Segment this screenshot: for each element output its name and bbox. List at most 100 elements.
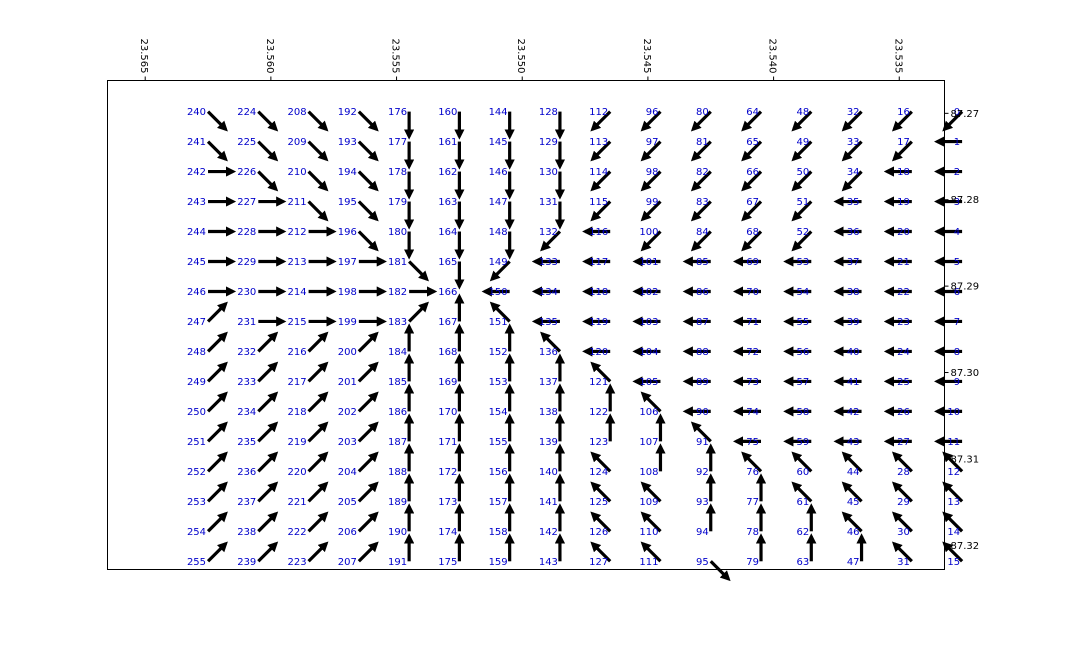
point-label: 195	[338, 197, 357, 208]
point-label: 132	[539, 227, 558, 238]
point-label: 214	[287, 287, 306, 298]
quiver-arrow	[590, 361, 612, 383]
point-label: 212	[287, 227, 306, 238]
point-label: 13	[947, 497, 960, 508]
quiver-arrow	[307, 361, 329, 383]
quiver-arrow	[791, 451, 813, 473]
point-label: 122	[589, 407, 608, 418]
point-label: 109	[639, 497, 658, 508]
quiver-arrow	[257, 481, 279, 503]
point-label: 111	[639, 557, 658, 568]
quiver-arrow	[357, 541, 379, 563]
quiver-arrow	[590, 200, 612, 222]
y-tick-label: 87.29	[951, 282, 980, 293]
point-label: 119	[589, 317, 608, 328]
quiver-arrow	[357, 481, 379, 503]
point-label: 175	[438, 557, 457, 568]
point-label: 64	[746, 107, 759, 118]
quiver-arrow	[841, 481, 863, 503]
point-label: 17	[897, 137, 910, 148]
quiver-arrow	[640, 110, 662, 132]
point-label: 162	[438, 167, 457, 178]
point-label: 33	[847, 137, 860, 148]
point-label: 145	[489, 137, 508, 148]
quiver-marks: 0123456789101112131415161718192021222324…	[187, 107, 964, 582]
quiver-arrow	[590, 110, 612, 132]
quiver-arrow	[741, 200, 763, 222]
quiver-arrow	[690, 200, 712, 222]
point-label: 10	[947, 407, 960, 418]
quiver-arrow	[257, 110, 279, 132]
point-label: 178	[388, 167, 407, 178]
point-label: 166	[438, 287, 457, 298]
quiver-arrow	[357, 230, 379, 252]
point-label: 16	[897, 107, 910, 118]
point-label: 253	[187, 497, 206, 508]
point-label: 6	[954, 287, 960, 298]
point-label: 12	[947, 467, 960, 478]
point-label: 41	[847, 377, 860, 388]
quiver-arrow	[690, 140, 712, 162]
point-label: 135	[539, 317, 558, 328]
point-label: 15	[947, 557, 960, 568]
quiver-arrow	[307, 331, 329, 353]
quiver-arrow	[257, 421, 279, 443]
point-label: 211	[287, 197, 306, 208]
point-label: 11	[947, 437, 960, 448]
point-label: 99	[646, 197, 659, 208]
point-label: 133	[539, 257, 558, 268]
point-label: 245	[187, 257, 206, 268]
point-label: 74	[746, 407, 759, 418]
point-label: 3	[954, 197, 960, 208]
point-label: 24	[897, 347, 910, 358]
point-label: 242	[187, 167, 206, 178]
point-label: 160	[438, 107, 457, 118]
point-label: 14	[947, 527, 960, 538]
point-label: 189	[388, 497, 407, 508]
point-label: 185	[388, 377, 407, 388]
quiver-arrow	[590, 140, 612, 162]
point-label: 30	[897, 527, 910, 538]
point-label: 240	[187, 107, 206, 118]
quiver-arrow	[206, 391, 228, 413]
point-label: 210	[287, 167, 306, 178]
point-label: 236	[237, 467, 256, 478]
point-label: 61	[797, 497, 810, 508]
point-label: 35	[847, 197, 860, 208]
point-label: 250	[187, 407, 206, 418]
quiver-arrow	[942, 541, 964, 563]
point-label: 207	[338, 557, 357, 568]
point-label: 45	[847, 497, 860, 508]
point-label: 176	[388, 107, 407, 118]
point-label: 190	[388, 527, 407, 538]
quiver-arrow	[206, 361, 228, 383]
point-label: 53	[797, 257, 810, 268]
point-label: 183	[388, 317, 407, 328]
point-label: 32	[847, 107, 860, 118]
point-label: 48	[797, 107, 810, 118]
point-label: 56	[797, 347, 810, 358]
point-label: 36	[847, 227, 860, 238]
point-label: 47	[847, 557, 860, 568]
point-label: 107	[639, 437, 658, 448]
point-label: 21	[897, 257, 910, 268]
point-label: 118	[589, 287, 608, 298]
point-label: 248	[187, 347, 206, 358]
point-label: 104	[639, 347, 658, 358]
point-label: 9	[954, 377, 960, 388]
point-label: 172	[438, 467, 457, 478]
point-label: 67	[746, 197, 759, 208]
point-label: 115	[589, 197, 608, 208]
point-label: 81	[696, 137, 709, 148]
quiver-arrow	[307, 200, 329, 222]
point-label: 52	[797, 227, 810, 238]
quiver-arrow	[841, 451, 863, 473]
quiver-arrow	[257, 541, 279, 563]
quiver-arrow	[206, 421, 228, 443]
point-label: 26	[897, 407, 910, 418]
quiver-arrow	[942, 110, 964, 132]
quiver-arrow	[891, 451, 913, 473]
point-label: 124	[589, 467, 608, 478]
point-label: 96	[646, 107, 659, 118]
point-label: 218	[287, 407, 306, 418]
